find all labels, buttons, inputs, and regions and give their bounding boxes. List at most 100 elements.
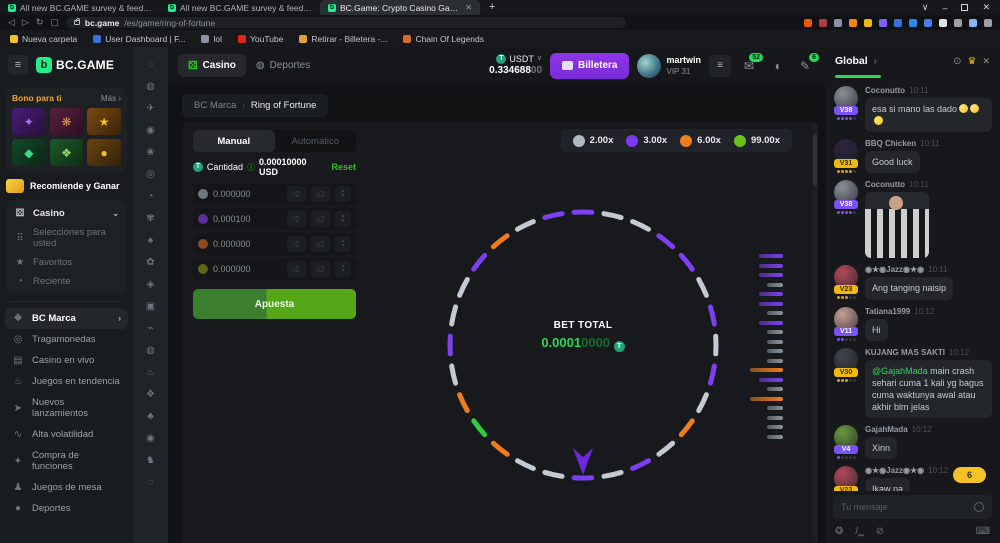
chat-username[interactable]: ◉★◉Jazz◉★◉ (865, 265, 925, 275)
browser-tab[interactable]: b BC.Game: Crypto Casino Games & ✕ (320, 0, 480, 15)
bet-amount-field[interactable]: 0.000000 (213, 239, 251, 249)
bcgame-logo[interactable]: b BC.GAME (36, 57, 114, 73)
extension-icon[interactable] (924, 18, 932, 27)
minimize-icon[interactable]: – (942, 2, 948, 13)
extension-icon[interactable] (804, 18, 812, 27)
extension-icon[interactable] (894, 18, 902, 27)
forward-icon[interactable]: ▷ (21, 17, 29, 27)
amount-stepper[interactable]: ▲ ▼ (335, 186, 351, 202)
breadcrumb-parent[interactable]: BC Marca (194, 100, 237, 111)
mention[interactable]: @GajahMada (872, 365, 931, 376)
category-icon[interactable]: ♠ (147, 235, 154, 246)
scrollbar[interactable] (812, 122, 818, 543)
wallet-button[interactable]: Billetera (550, 52, 630, 79)
half-button[interactable]: /2 (287, 261, 306, 277)
tab-deportes[interactable]: ◍ Deportes (255, 60, 311, 71)
bookmark-item[interactable]: Nueva carpeta (10, 34, 77, 44)
casino-group-header[interactable]: ⚄ Casino ⌄ (15, 208, 119, 219)
sidebar-item-alta-volatilidad[interactable]: ∿ Alta volatilidad (0, 424, 133, 445)
extension-icon[interactable] (909, 18, 917, 27)
extension-icon[interactable] (939, 18, 947, 27)
back-icon[interactable]: ◁ (8, 17, 15, 27)
chat-username[interactable]: Tatiana1999 (865, 306, 911, 316)
extension-icon[interactable] (864, 18, 872, 27)
double-button[interactable]: x2 (311, 236, 330, 252)
extension-icon[interactable] (984, 18, 992, 27)
address-field[interactable]: bc.game /es/game/ring-of-fortune (65, 17, 626, 28)
amount-stepper[interactable]: ▲ ▼ (335, 261, 351, 277)
sidebar-toggle-icon[interactable]: ≡ (8, 55, 28, 75)
extension-icon[interactable] (954, 18, 962, 27)
tab-casino[interactable]: ⚄ Casino (178, 54, 246, 77)
sidebar-item-deportes[interactable]: ● Deportes (0, 498, 133, 519)
mail-icon[interactable]: ✉ 52 (739, 52, 763, 73)
half-button[interactable]: /2 (287, 211, 306, 227)
chat-channel[interactable]: Global (835, 55, 868, 67)
amount-stepper[interactable]: ▲ ▼ (335, 211, 351, 227)
double-button[interactable]: x2 (311, 261, 330, 277)
half-button[interactable]: /2 (287, 186, 306, 202)
category-icon[interactable]: ✾ (146, 213, 155, 224)
category-icon[interactable]: ◌ (147, 477, 154, 488)
chat-username[interactable]: BBQ Chicken (865, 139, 917, 149)
category-icon[interactable]: ◍ (146, 81, 155, 92)
chevron-right-icon[interactable]: › (873, 56, 877, 66)
extension-icon[interactable] (879, 18, 887, 27)
extension-icon[interactable] (849, 18, 857, 27)
bonus-more-link[interactable]: Más › (100, 93, 121, 103)
profile-menu-icon[interactable]: ≡ (709, 54, 731, 77)
chat-rules-icon[interactable]: ⊙ (953, 55, 962, 67)
user-profile[interactable]: martwin VIP 31 (637, 53, 701, 78)
bookmark-item[interactable]: lol (201, 34, 222, 44)
bookmark-item[interactable]: Retirar - Billetera -... (299, 34, 387, 44)
amount-stepper[interactable]: ▲ ▼ (335, 236, 351, 252)
bonus-tile[interactable]: ★ (87, 108, 121, 135)
new-tab-button[interactable]: + (489, 1, 496, 13)
tab-automatic[interactable]: Automático (291, 135, 340, 147)
category-icon[interactable]: ◍ (146, 345, 155, 356)
bookmark-apps-icon[interactable]: ▢ (50, 17, 59, 27)
sidebar-item-selecciones[interactable]: ⠿ Selecciones para usted (12, 223, 121, 253)
bonus-tile[interactable]: ❋ (49, 108, 84, 135)
coin-drop-icon[interactable]: ⊘ (875, 525, 885, 537)
category-icon[interactable]: ✿ (146, 257, 155, 268)
browser-tab[interactable]: b All new BC.GAME survey & feedback r (160, 0, 320, 15)
scrollbar-thumb[interactable] (813, 134, 817, 186)
category-icon[interactable]: ▣ (145, 301, 156, 312)
info-icon[interactable]: ⓘ (246, 162, 255, 172)
chat-image[interactable] (865, 192, 929, 259)
extension-icon[interactable] (834, 18, 842, 27)
window-menu-icon[interactable]: ∨ (921, 2, 929, 12)
bookmark-item[interactable]: YouTube (237, 34, 283, 44)
bonus-tile[interactable]: ✦ (12, 108, 46, 135)
category-icon[interactable]: ❀ (146, 147, 155, 158)
category-icon[interactable]: ◎ (146, 169, 155, 180)
half-button[interactable]: /2 (287, 236, 306, 252)
sidebar-item-juegos-en-tendencia[interactable]: ♨ Juegos en tendencia (0, 371, 133, 392)
chat-username[interactable]: KUJANG MAS SAKTI (865, 347, 946, 357)
browser-tab[interactable]: b All new BC.GAME survey & feedback r (0, 0, 160, 15)
gif-keyboard-icon[interactable]: ⌨ (975, 525, 990, 537)
rain-icon[interactable]: ❂ (835, 525, 844, 537)
chat-username[interactable]: Coconutto (865, 180, 905, 190)
bookmark-item[interactable]: Chain Of Legends (403, 34, 484, 44)
trophy-icon[interactable]: ♛ (967, 55, 977, 67)
category-icon[interactable]: ✈ (146, 103, 155, 114)
chat-input[interactable]: Tu mensaje (833, 495, 992, 519)
close-window-icon[interactable]: ✕ (982, 2, 990, 12)
tab-manual[interactable]: Manual (193, 130, 275, 152)
tab-close-icon[interactable]: ✕ (465, 3, 472, 12)
unread-pill[interactable]: 6 (952, 467, 986, 483)
chat-toggle-icon[interactable]: ✎ 6 (795, 52, 819, 73)
slash-command-icon[interactable]: /‗ (855, 525, 864, 537)
category-icon[interactable]: ◌ (147, 59, 154, 70)
category-icon[interactable]: ◉ (146, 125, 155, 136)
sidebar-item-reciente[interactable]: ◔ Reciente (12, 272, 121, 291)
bonus-tile[interactable]: ● (87, 139, 121, 166)
bet-amount-field[interactable]: 0.000000 (213, 264, 251, 274)
reset-button[interactable]: Reset (331, 162, 356, 172)
category-icon[interactable]: ♞ (146, 455, 155, 466)
sidebar-item-tragamonedas[interactable]: ◎ Tragamonedas (0, 329, 133, 350)
chat-username[interactable]: GajahMada (865, 425, 908, 435)
sidebar-item-nuevos-lanzamientos[interactable]: ➤ Nuevos lanzamientos (0, 392, 133, 424)
